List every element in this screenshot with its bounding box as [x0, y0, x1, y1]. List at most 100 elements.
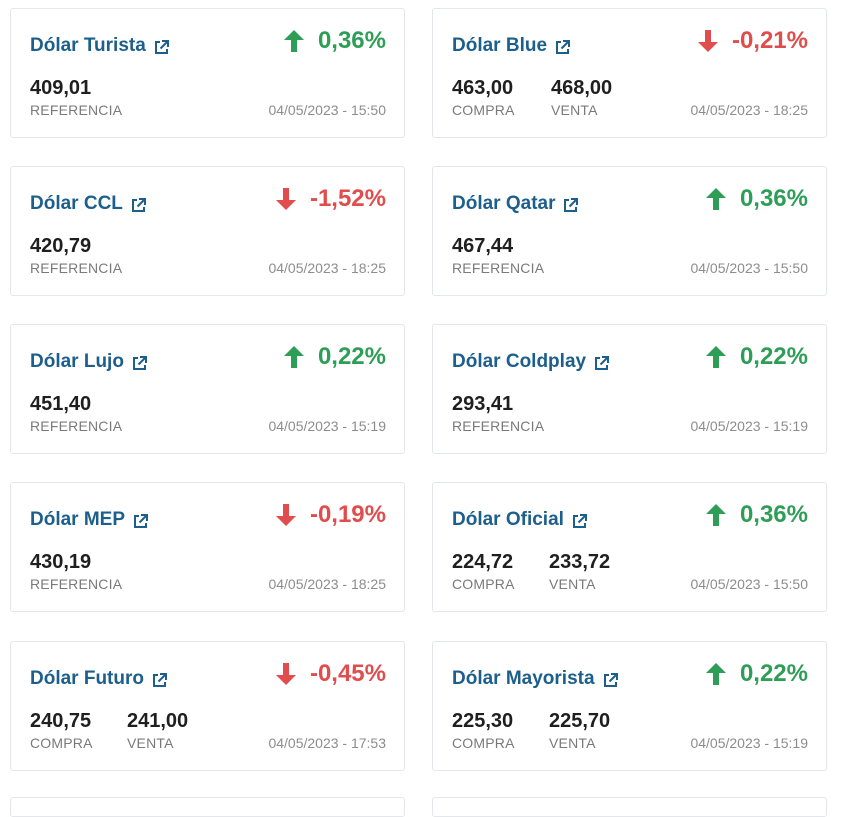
change-indicator: 0,36%: [705, 501, 808, 529]
external-link-icon[interactable]: [132, 513, 149, 530]
reference-value: 293,41: [452, 393, 514, 415]
reference-label: REFERENCIA: [30, 260, 123, 276]
external-link-icon[interactable]: [153, 39, 170, 56]
reference-label: REFERENCIA: [452, 260, 545, 276]
buy-label: COMPRA: [452, 576, 515, 592]
quote-card: Dólar CCL -1,52% 420,79 REFERENCIA 04/05…: [10, 166, 405, 296]
quote-card: Dólar MEP -0,19% 430,19 REFERENCIA 04/05…: [10, 482, 405, 612]
reference-value: 420,79: [30, 235, 92, 257]
quote-title-link[interactable]: Dólar Turista: [30, 35, 170, 57]
external-link-icon[interactable]: [593, 355, 610, 372]
change-indicator: 0,36%: [705, 185, 808, 213]
buy-value: 224,72: [452, 551, 514, 573]
change-percent: 0,22%: [739, 660, 808, 687]
timestamp: 04/05/2023 - 18:25: [690, 102, 808, 118]
change-indicator: 0,22%: [705, 660, 808, 688]
change-percent: -0,19%: [309, 501, 386, 528]
timestamp: 04/05/2023 - 15:50: [690, 576, 808, 592]
quote-title-link[interactable]: Dólar Coldplay: [452, 351, 610, 373]
buy-label: COMPRA: [452, 102, 515, 118]
change-percent: 0,36%: [739, 185, 808, 212]
sell-label: VENTA: [127, 735, 174, 751]
arrow-up-icon: [705, 662, 727, 686]
quote-title-link[interactable]: Dólar Oficial: [452, 509, 588, 531]
quote-title-link[interactable]: Dólar MEP: [30, 509, 149, 531]
change-indicator: 0,22%: [283, 343, 386, 371]
change-percent: 0,36%: [317, 27, 386, 54]
quote-title: Dólar Qatar: [452, 193, 556, 214]
timestamp: 04/05/2023 - 17:53: [268, 735, 386, 751]
timestamp: 04/05/2023 - 15:19: [690, 418, 808, 434]
quote-title-link[interactable]: Dólar Lujo: [30, 351, 148, 373]
sell-value: 233,72: [549, 551, 611, 573]
quote-title: Dólar Blue: [452, 35, 548, 56]
arrow-up-icon: [705, 503, 727, 527]
buy-label: COMPRA: [30, 735, 93, 751]
external-link-icon[interactable]: [554, 39, 571, 56]
timestamp: 04/05/2023 - 18:25: [268, 260, 386, 276]
reference-value: 430,19: [30, 551, 92, 573]
sell-value: 468,00: [551, 77, 613, 99]
quote-title-link[interactable]: Dólar CCL: [30, 193, 147, 215]
reference-value: 451,40: [30, 393, 92, 415]
reference-label: REFERENCIA: [452, 418, 545, 434]
quote-card: Dólar Coldplay 0,22% 293,41 REFERENCIA 0…: [432, 324, 827, 454]
quote-card: Dólar Blue -0,21% 463,00 COMPRA 468,00 V…: [432, 8, 827, 138]
change-indicator: -0,21%: [697, 27, 808, 55]
reference-label: REFERENCIA: [30, 576, 123, 592]
quote-title: Dólar Lujo: [30, 351, 124, 372]
change-percent: -0,21%: [731, 27, 808, 54]
change-percent: -0,45%: [309, 660, 386, 687]
quote-card: Dólar Qatar 0,36% 467,44 REFERENCIA 04/0…: [432, 166, 827, 296]
external-link-icon[interactable]: [131, 355, 148, 372]
external-link-icon[interactable]: [602, 672, 619, 689]
quote-title-link[interactable]: Dólar Blue: [452, 35, 571, 57]
quote-title: Dólar Mayorista: [452, 668, 595, 689]
external-link-icon[interactable]: [571, 513, 588, 530]
quote-card: Dólar Lujo 0,22% 451,40 REFERENCIA 04/05…: [10, 324, 405, 454]
quote-card-partial: [432, 797, 827, 817]
change-indicator: -0,19%: [275, 501, 386, 529]
arrow-up-icon: [705, 187, 727, 211]
change-percent: -1,52%: [309, 185, 386, 212]
external-link-icon[interactable]: [562, 197, 579, 214]
timestamp: 04/05/2023 - 15:19: [268, 418, 386, 434]
timestamp: 04/05/2023 - 15:50: [690, 260, 808, 276]
external-link-icon[interactable]: [151, 672, 168, 689]
buy-value: 240,75: [30, 710, 92, 732]
buy-value: 463,00: [452, 77, 514, 99]
external-link-icon[interactable]: [130, 197, 147, 214]
quote-title: Dólar CCL: [30, 193, 123, 214]
change-percent: 0,22%: [739, 343, 808, 370]
reference-label: REFERENCIA: [30, 102, 123, 118]
quote-title-link[interactable]: Dólar Mayorista: [452, 668, 619, 690]
sell-label: VENTA: [549, 576, 596, 592]
sell-value: 241,00: [127, 710, 189, 732]
timestamp: 04/05/2023 - 15:50: [268, 102, 386, 118]
arrow-up-icon: [705, 345, 727, 369]
arrow-down-icon: [697, 29, 719, 53]
change-indicator: -0,45%: [275, 660, 386, 688]
quote-card-partial: [10, 797, 405, 817]
sell-label: VENTA: [549, 735, 596, 751]
timestamp: 04/05/2023 - 15:19: [690, 735, 808, 751]
arrow-down-icon: [275, 503, 297, 527]
quote-card: Dólar Turista 0,36% 409,01 REFERENCIA 04…: [10, 8, 405, 138]
quote-title: Dólar Coldplay: [452, 351, 587, 372]
quote-card: Dólar Oficial 0,36% 224,72 COMPRA 233,72…: [432, 482, 827, 612]
reference-value: 409,01: [30, 77, 92, 99]
reference-label: REFERENCIA: [30, 418, 123, 434]
buy-label: COMPRA: [452, 735, 515, 751]
arrow-down-icon: [275, 662, 297, 686]
change-percent: 0,36%: [739, 501, 808, 528]
quote-title-link[interactable]: Dólar Qatar: [452, 193, 579, 215]
sell-label: VENTA: [551, 102, 598, 118]
change-percent: 0,22%: [317, 343, 386, 370]
quote-title: Dólar Futuro: [30, 668, 144, 689]
quote-card: Dólar Futuro -0,45% 240,75 COMPRA 241,00…: [10, 641, 405, 771]
quote-title-link[interactable]: Dólar Futuro: [30, 668, 168, 690]
timestamp: 04/05/2023 - 18:25: [268, 576, 386, 592]
quote-card: Dólar Mayorista 0,22% 225,30 COMPRA 225,…: [432, 641, 827, 771]
buy-value: 225,30: [452, 710, 514, 732]
quote-title: Dólar Oficial: [452, 509, 564, 530]
